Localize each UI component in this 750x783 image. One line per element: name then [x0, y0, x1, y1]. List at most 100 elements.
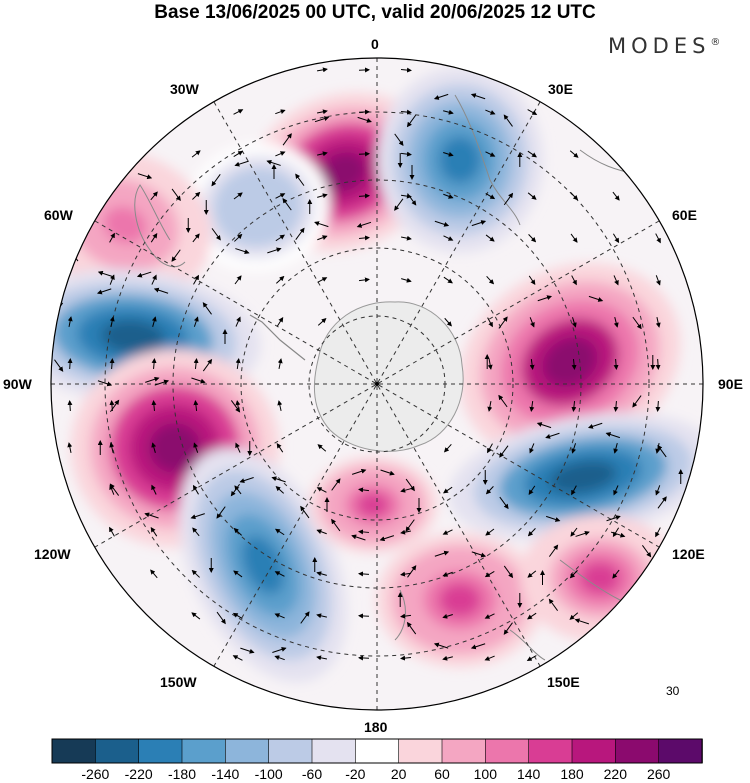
wind-arrow: [486, 275, 495, 285]
wind-arrow: [484, 613, 495, 619]
colorbar-tick: 100: [473, 766, 498, 782]
wind-arrow: [235, 358, 241, 370]
wind-arrow: [657, 444, 667, 458]
colorbar-tick: -180: [167, 766, 197, 782]
wind-arrow: [192, 527, 200, 537]
wind-arrow: [275, 485, 285, 494]
wind-arrow: [357, 116, 372, 123]
wind-arrow: [232, 655, 243, 661]
wind-arrow: [527, 570, 537, 578]
wind-arrow: [485, 192, 496, 200]
wind-arrow: [69, 188, 79, 201]
wind-arrow: [314, 221, 329, 228]
wind-arrow: [109, 442, 115, 453]
wind-arrow: [150, 232, 158, 243]
wind-arrow: [144, 512, 159, 519]
wind-arrow: [400, 613, 412, 619]
anomaly-contour: [542, 337, 598, 387]
anomaly-contour: [580, 562, 620, 594]
wind-arrow: [527, 612, 537, 620]
wind-arrow: [193, 442, 199, 453]
wind-arrow: [98, 172, 114, 179]
wind-arrow: [400, 655, 412, 661]
wind-arrow: [233, 527, 242, 536]
lon-label-120w: 120W: [34, 546, 71, 562]
wind-arrow: [192, 191, 201, 200]
colorbar-cell: [51, 738, 97, 764]
wind-arrow: [498, 316, 508, 329]
wind-arrow: [358, 529, 370, 535]
wind-arrow: [192, 233, 200, 243]
wind-arrow: [613, 275, 619, 286]
wind-arrow: [529, 400, 535, 412]
wind-arrow: [358, 487, 370, 493]
wind-arrow: [400, 235, 412, 241]
brand-logo: MODES®: [608, 34, 720, 58]
wind-arrow: [317, 109, 328, 115]
wind-arrow: [216, 611, 226, 625]
wind-arrow: [400, 151, 412, 157]
wind-arrow: [97, 380, 113, 387]
wind-arrow: [277, 358, 283, 369]
wind-arrow: [443, 193, 454, 199]
wind-arrow: [275, 151, 286, 157]
wind-arrow: [655, 233, 661, 244]
wind-arrow: [545, 515, 561, 522]
colorbar-tick: -140: [211, 766, 240, 782]
colorbar-cell: [485, 738, 530, 764]
wind-arrow: [498, 394, 508, 408]
wind-arrow: [316, 655, 328, 661]
wind-arrow: [400, 193, 412, 199]
wind-arrow: [487, 400, 493, 412]
wind-arrow: [233, 150, 244, 158]
wind-arrow: [574, 618, 590, 625]
wind-arrow: [358, 151, 370, 157]
wind-arrow: [193, 274, 199, 285]
wind-arrow: [272, 647, 287, 653]
wind-arrow: [484, 655, 495, 661]
wind-arrow: [570, 192, 579, 201]
wind-arrow: [571, 485, 577, 496]
wind-arrow: [655, 358, 661, 370]
wind-arrow: [655, 400, 661, 412]
wind-arrow: [316, 67, 328, 73]
wind-arrow: [211, 174, 221, 187]
polar-map: [50, 57, 704, 711]
wind-arrow: [233, 192, 243, 200]
wind-arrow: [587, 422, 603, 429]
lon-label-180: 180: [364, 719, 388, 735]
wind-arrow: [266, 159, 281, 166]
wind-arrow: [234, 233, 243, 242]
wind-arrow: [235, 316, 241, 327]
wind-arrow: [657, 496, 667, 509]
colorbar-tick: -220: [124, 766, 153, 782]
wind-arrow: [109, 274, 115, 285]
wind-arrow: [571, 317, 577, 328]
wind-arrow: [570, 527, 578, 537]
lon-label-30e: 30E: [548, 81, 573, 97]
wind-arrow: [67, 316, 73, 328]
wind-arrow: [503, 622, 513, 635]
brand-text: MODES: [608, 34, 711, 58]
wind-arrow: [282, 197, 292, 211]
wind-arrow: [526, 655, 537, 661]
wind-arrow: [529, 317, 535, 328]
wind-arrow: [485, 528, 495, 536]
wind-arrow: [443, 443, 452, 453]
wind-arrow: [434, 220, 450, 227]
wind-arrow: [612, 569, 620, 579]
wind-arrow: [529, 443, 535, 454]
wind-arrow: [380, 469, 395, 476]
anomaly-contour: [149, 423, 201, 473]
lon-label-0: 0: [371, 36, 379, 52]
colorbar-cell: [398, 738, 443, 764]
wind-arrow: [443, 151, 454, 157]
wind-arrow: [537, 295, 553, 302]
wind-arrow: [233, 570, 243, 578]
wind-arrow: [191, 612, 201, 620]
lon-label-60e: 60E: [672, 207, 697, 223]
wind-arrow: [528, 485, 536, 495]
wind-arrow: [443, 235, 454, 241]
colorbar-cell: [615, 738, 660, 764]
wind-arrow: [171, 188, 181, 202]
